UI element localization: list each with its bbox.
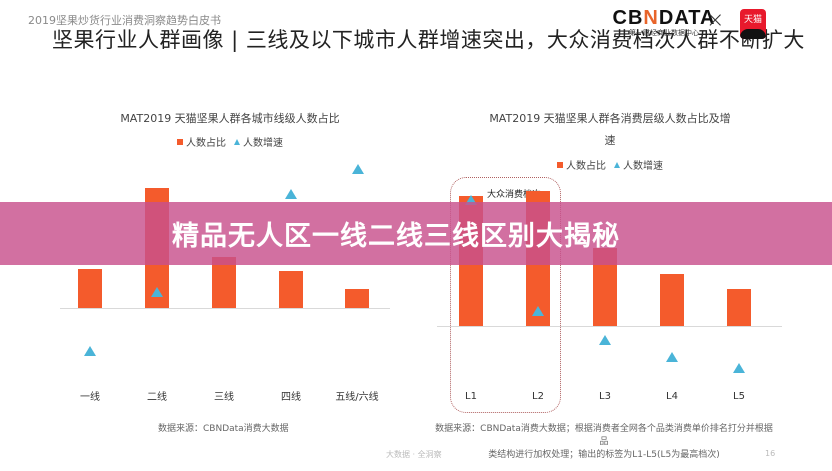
bar-L5: [727, 289, 751, 326]
headline-banner: 精品无人区一线二线三线区别大揭秘: [0, 202, 832, 265]
growth-marker-L3: [599, 335, 611, 345]
cross-separator-icon: ×: [706, 8, 725, 33]
banner-text: 精品无人区一线二线三线区别大揭秘: [172, 221, 620, 252]
x-label: 四线: [281, 392, 301, 403]
bar-legend-icon: [177, 139, 183, 145]
tmall-cat-icon: [740, 29, 766, 39]
page-number: 16: [765, 449, 776, 458]
cbndata-subtitle: 第一财经商业数据中心: [629, 29, 699, 37]
highlight-label: 大众消费档次: [487, 190, 542, 200]
left-chart-legend: 人数占比 人数增速: [60, 134, 400, 149]
page-title: 坚果行业人群画像 | 三线及以下城市人群增速突出，大众消费档次人群不断扩大: [52, 28, 805, 52]
report-title: 2019坚果炒货行业消费洞察趋势白皮书: [28, 14, 221, 27]
growth-marker-L5: [733, 363, 745, 373]
cbndata-logo: CBNDATA 第一财经商业数据中心: [604, 7, 724, 38]
left-chart-source: 数据来源：CBNData消费大数据: [158, 424, 289, 434]
growth-marker-tier5-6: [352, 164, 364, 174]
right-chart-title-line2: 速: [604, 134, 616, 147]
right-chart-title-line1: MAT2019 天猫坚果人群各消费层级人数占比及增: [489, 112, 731, 125]
growth-marker-L1: [465, 195, 477, 205]
bar-tier4: [279, 271, 303, 308]
x-label: L3: [599, 391, 611, 402]
bar-tier1: [78, 269, 102, 308]
x-label: 二线: [147, 392, 167, 403]
x-label: L2: [532, 391, 544, 402]
bar-L4: [660, 274, 684, 326]
left-chart-baseline: [60, 308, 390, 309]
bar-legend-icon: [557, 162, 563, 168]
x-label: 三线: [214, 392, 234, 403]
right-chart-baseline: [437, 326, 782, 327]
tmall-logo: 天猫: [740, 9, 766, 39]
triangle-legend-icon: [234, 139, 240, 145]
x-label: L5: [733, 391, 745, 402]
right-chart-source: 数据来源：CBNData消费大数据；根据消费者全网各个品类消费单价排名打分并根据…: [435, 424, 773, 460]
bar-tier5-6: [345, 289, 369, 308]
x-label: L1: [465, 391, 477, 402]
x-label: L4: [666, 391, 678, 402]
growth-marker-L2: [532, 306, 544, 316]
growth-marker-tier4: [285, 189, 297, 199]
mass-consumption-highlight-box: [450, 177, 561, 413]
x-label: 五线/六线: [335, 392, 379, 403]
x-label: 一线: [80, 392, 100, 403]
left-chart-title: MAT2019 天猫坚果人群各城市线级人数占比: [120, 112, 340, 125]
triangle-legend-icon: [614, 162, 620, 168]
growth-marker-tier1: [84, 346, 96, 356]
footer-slogan: 大数据 · 全洞察: [386, 450, 442, 459]
growth-marker-L4: [666, 352, 678, 362]
right-chart-legend: 人数占比 人数增速: [440, 157, 780, 172]
bar-tier3: [212, 257, 236, 308]
growth-marker-tier2: [151, 287, 163, 297]
